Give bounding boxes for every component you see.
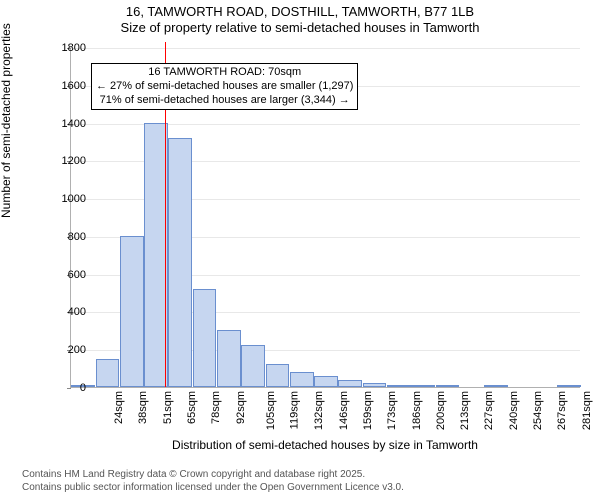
histogram-bar [144,123,168,387]
footer-line-2: Contains public sector information licen… [22,482,404,495]
histogram-bar [557,385,581,387]
chart-area: Number of semi-detached properties 16 TA… [0,38,600,458]
histogram-bar [314,376,338,387]
x-tick-label: 119sqm [288,391,300,429]
y-tick-label: 1600 [36,80,86,92]
histogram-bar [387,385,411,387]
x-tick-label: 186sqm [411,391,423,430]
histogram-bar [436,385,460,387]
y-tick-label: 1000 [36,193,86,205]
annotation-line-1: 16 TAMWORTH ROAD: 70sqm [96,66,353,80]
y-tick-label: 1400 [36,118,86,130]
y-tick-label: 400 [36,306,86,318]
plot-region: 16 TAMWORTH ROAD: 70sqm← 27% of semi-det… [70,48,580,388]
x-axis-label: Distribution of semi-detached houses by … [70,438,580,452]
x-tick-label: 38sqm [137,391,149,424]
x-tick-label: 146sqm [338,391,350,430]
x-tick-label: 78sqm [210,391,222,424]
y-tick-label: 0 [36,382,86,394]
annotation-line-2: ← 27% of semi-detached houses are smalle… [96,80,353,94]
x-tick-label: 92sqm [235,391,247,424]
histogram-bar [484,385,508,387]
x-tick-label: 105sqm [265,391,277,430]
title-line-2: Size of property relative to semi-detach… [0,20,600,36]
x-tick-label: 267sqm [556,391,568,430]
x-tick-label: 227sqm [484,391,496,430]
histogram-bar [120,236,144,387]
y-tick-label: 200 [36,344,86,356]
histogram-bar [241,345,265,387]
x-tick-label: 254sqm [532,391,544,430]
footer-line-1: Contains HM Land Registry data © Crown c… [22,469,404,482]
x-tick-label: 240sqm [508,391,520,430]
property-annotation: 16 TAMWORTH ROAD: 70sqm← 27% of semi-det… [91,63,358,110]
histogram-bar [168,138,192,387]
x-tick-label: 51sqm [162,391,174,424]
title-line-1: 16, TAMWORTH ROAD, DOSTHILL, TAMWORTH, B… [0,4,600,20]
histogram-bar [96,359,120,387]
histogram-bar [411,385,435,387]
histogram-bar [363,383,387,387]
x-tick-label: 132sqm [314,391,326,430]
x-tick-label: 24sqm [113,391,125,424]
x-tick-label: 65sqm [186,391,198,424]
y-tick-label: 1200 [36,155,86,167]
histogram-bar [338,380,362,387]
histogram-bar [217,330,241,387]
x-tick-label: 213sqm [459,391,471,430]
gridline [71,48,580,49]
chart-title-block: 16, TAMWORTH ROAD, DOSTHILL, TAMWORTH, B… [0,0,600,37]
x-tick-label: 281sqm [581,391,593,430]
histogram-bar [193,289,217,387]
y-axis-label: Number of semi-detached properties [0,23,13,218]
x-tick-label: 200sqm [435,391,447,430]
footer-attribution: Contains HM Land Registry data © Crown c… [22,469,404,494]
y-tick-label: 1800 [36,42,86,54]
x-tick-label: 173sqm [386,391,398,430]
histogram-bar [266,364,290,387]
y-tick-label: 600 [36,269,86,281]
y-tick-label: 800 [36,231,86,243]
x-tick-label: 159sqm [362,391,374,430]
annotation-line-3: 71% of semi-detached houses are larger (… [96,94,353,108]
histogram-bar [290,372,314,387]
